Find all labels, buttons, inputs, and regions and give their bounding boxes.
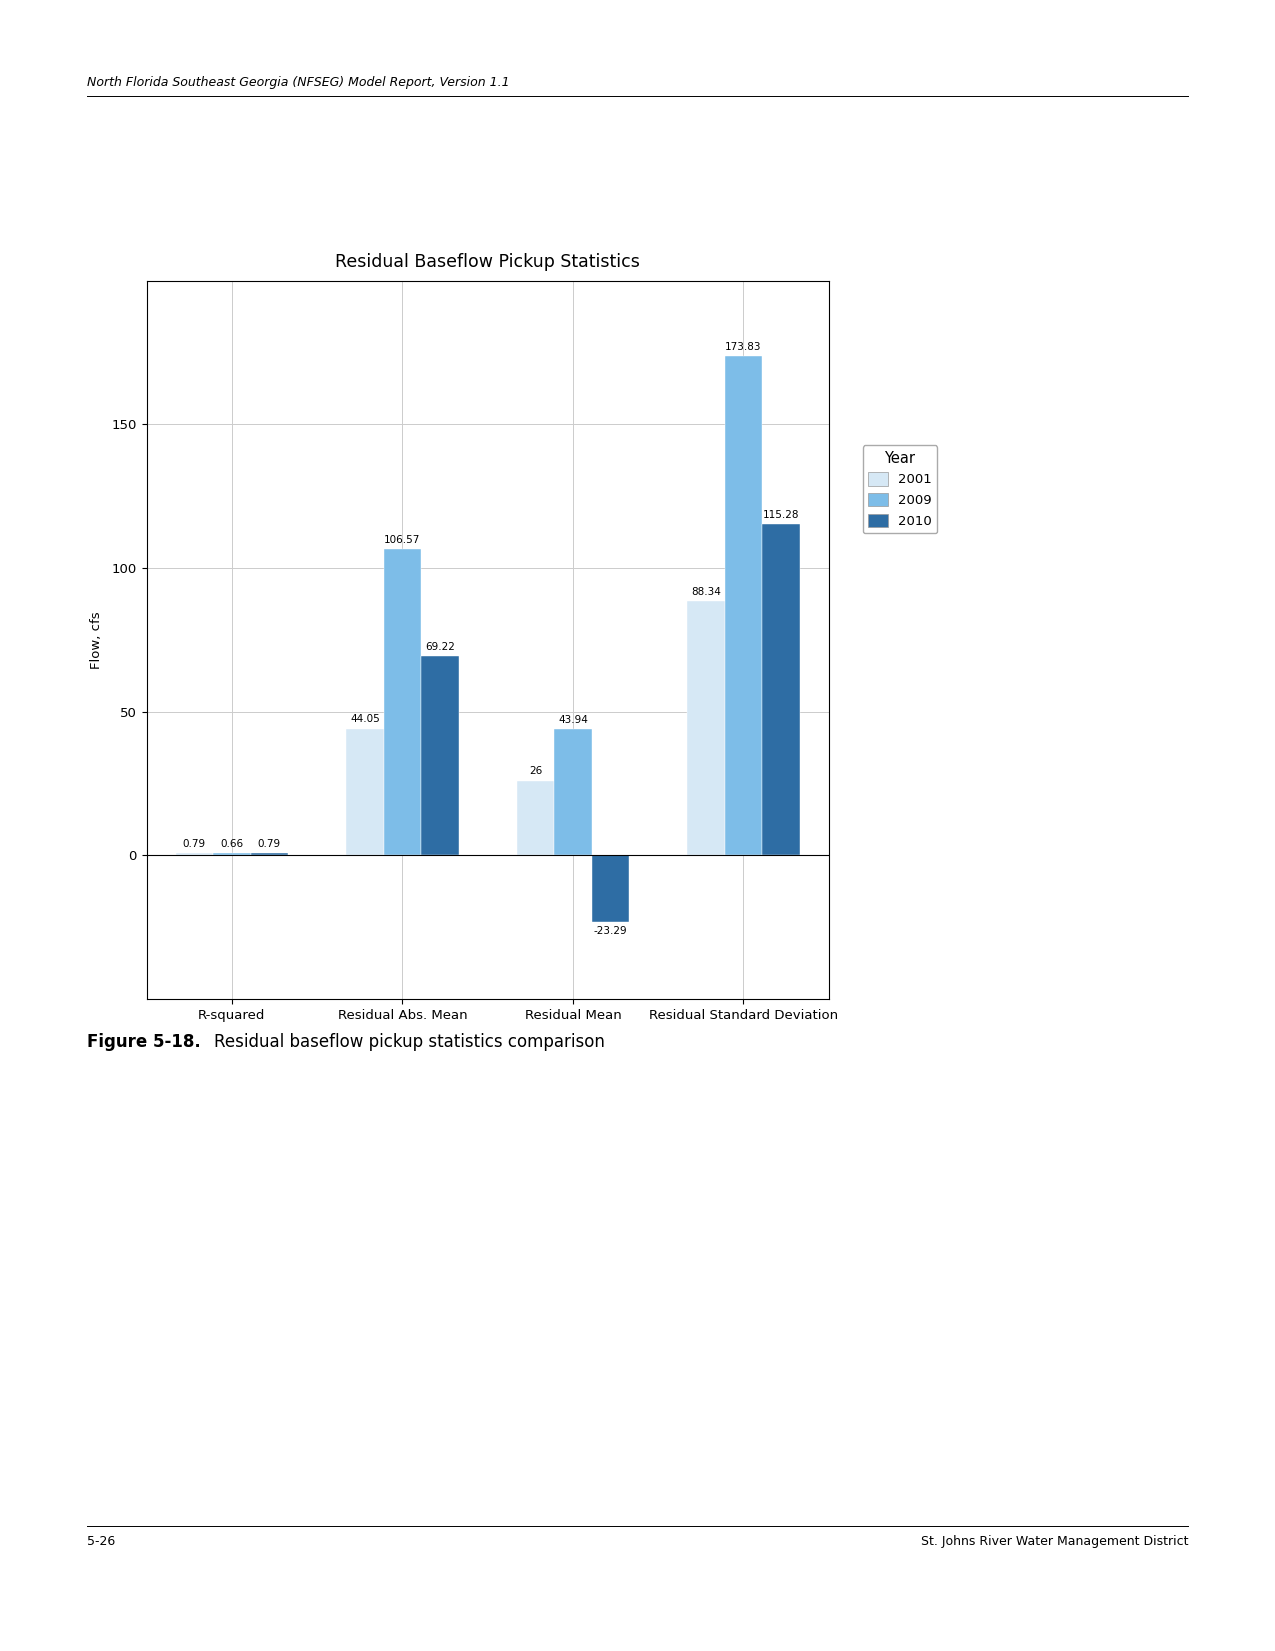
Text: 88.34: 88.34 xyxy=(691,588,720,598)
Bar xyxy=(176,854,213,855)
Text: 115.28: 115.28 xyxy=(762,510,799,520)
Text: North Florida Southeast Georgia (NFSEG) Model Report, Version 1.1: North Florida Southeast Georgia (NFSEG) … xyxy=(87,76,509,89)
Bar xyxy=(724,357,762,855)
Text: St. Johns River Water Management District: St. Johns River Water Management Distric… xyxy=(921,1535,1188,1549)
Text: 44.05: 44.05 xyxy=(351,715,380,725)
Text: Residual baseflow pickup statistics comparison: Residual baseflow pickup statistics comp… xyxy=(193,1034,604,1050)
Title: Residual Baseflow Pickup Statistics: Residual Baseflow Pickup Statistics xyxy=(335,253,640,271)
Text: 0.79: 0.79 xyxy=(258,839,280,849)
Text: 106.57: 106.57 xyxy=(384,535,421,545)
Legend: 2001, 2009, 2010: 2001, 2009, 2010 xyxy=(863,446,937,533)
Bar xyxy=(555,730,592,855)
Bar xyxy=(762,523,799,855)
Bar xyxy=(346,728,384,855)
Y-axis label: Flow, cfs: Flow, cfs xyxy=(91,611,103,669)
Bar xyxy=(516,781,555,855)
Text: 0.66: 0.66 xyxy=(221,839,244,849)
Bar xyxy=(384,550,421,855)
Text: 5-26: 5-26 xyxy=(87,1535,115,1549)
Text: 26: 26 xyxy=(529,766,542,776)
Text: -23.29: -23.29 xyxy=(594,926,627,936)
Bar xyxy=(592,855,630,923)
Text: 43.94: 43.94 xyxy=(558,715,588,725)
Text: 69.22: 69.22 xyxy=(425,642,455,652)
Text: Figure 5-18.: Figure 5-18. xyxy=(87,1034,200,1050)
Text: 0.79: 0.79 xyxy=(182,839,207,849)
Bar xyxy=(687,601,724,855)
Bar xyxy=(421,657,459,855)
Text: 173.83: 173.83 xyxy=(725,342,761,352)
Bar xyxy=(251,854,288,855)
Bar xyxy=(213,854,251,855)
